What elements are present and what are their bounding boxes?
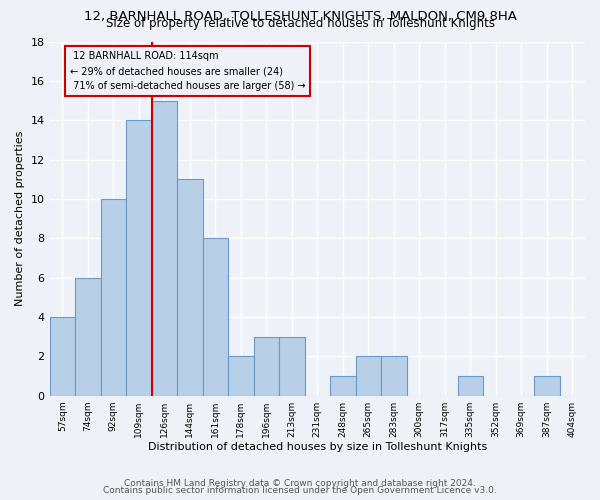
Bar [330,376,356,396]
Bar [228,356,254,396]
Text: Contains public sector information licensed under the Open Government Licence v3: Contains public sector information licen… [103,486,497,495]
Bar [279,336,305,396]
Bar [458,376,483,396]
X-axis label: Distribution of detached houses by size in Tolleshunt Knights: Distribution of detached houses by size … [148,442,487,452]
Bar [101,199,126,396]
Bar [534,376,560,396]
Bar [177,179,203,396]
Bar [381,356,407,396]
Text: Contains HM Land Registry data © Crown copyright and database right 2024.: Contains HM Land Registry data © Crown c… [124,478,476,488]
Text: 12 BARNHALL ROAD: 114sqm
← 29% of detached houses are smaller (24)
 71% of semi-: 12 BARNHALL ROAD: 114sqm ← 29% of detach… [70,52,305,91]
Bar [75,278,101,396]
Bar [50,317,75,396]
Text: Size of property relative to detached houses in Tolleshunt Knights: Size of property relative to detached ho… [106,18,494,30]
Bar [356,356,381,396]
Bar [254,336,279,396]
Bar [126,120,152,396]
Y-axis label: Number of detached properties: Number of detached properties [15,131,25,306]
Bar [203,238,228,396]
Bar [152,100,177,396]
Text: 12, BARNHALL ROAD, TOLLESHUNT KNIGHTS, MALDON, CM9 8HA: 12, BARNHALL ROAD, TOLLESHUNT KNIGHTS, M… [83,10,517,23]
